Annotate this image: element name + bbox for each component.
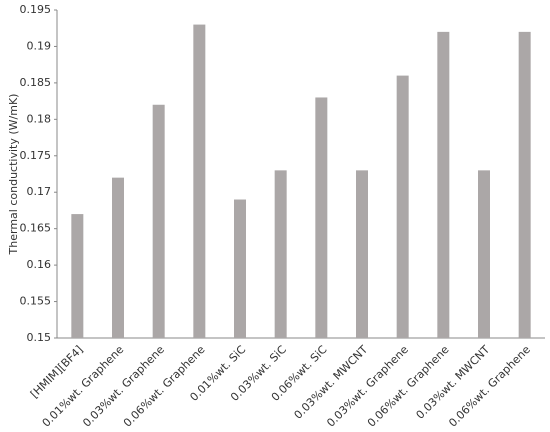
bar: [518, 31, 531, 338]
y-tick-label: 0.19: [27, 39, 52, 52]
x-tick-label: 0.06%wt. Graphene: [446, 343, 533, 428]
x-tick-label: 0.03%wt. MWCNT: [414, 343, 493, 422]
y-tick-label: 0.175: [20, 149, 52, 162]
bar: [356, 170, 368, 338]
x-tick-label: 0.03%wt. Graphene: [80, 343, 167, 428]
bar: [71, 214, 84, 338]
x-tick-label: 0.03%wt. MWCNT: [292, 343, 371, 422]
bar: [274, 170, 287, 338]
bar: [193, 24, 206, 338]
x-tick-label: 0.03%wt. Graphene: [324, 343, 411, 428]
bar: [437, 31, 450, 338]
y-tick-label: 0.165: [20, 222, 52, 235]
y-tick-label: 0.15: [27, 331, 52, 344]
bar: [396, 75, 409, 338]
bar: [315, 97, 328, 338]
y-tick-label: 0.155: [20, 295, 52, 308]
y-tick-label: 0.17: [27, 185, 52, 198]
bar: [234, 199, 246, 338]
y-tick-label: 0.16: [27, 258, 52, 271]
x-tick-label: 0.06%wt. Graphene: [121, 343, 208, 428]
y-tick-label: 0.195: [20, 3, 52, 16]
bar: [478, 170, 490, 338]
x-tick-label: 0.06%wt. Graphene: [365, 343, 452, 428]
bar: [112, 177, 124, 338]
bar: [152, 104, 165, 338]
y-axis-label: Thermal conductivity (W/mK): [7, 94, 20, 256]
y-tick-label: 0.185: [20, 76, 52, 89]
x-tick-label: 0.01%wt. Graphene: [40, 343, 127, 428]
y-tick-label: 0.18: [27, 112, 52, 125]
